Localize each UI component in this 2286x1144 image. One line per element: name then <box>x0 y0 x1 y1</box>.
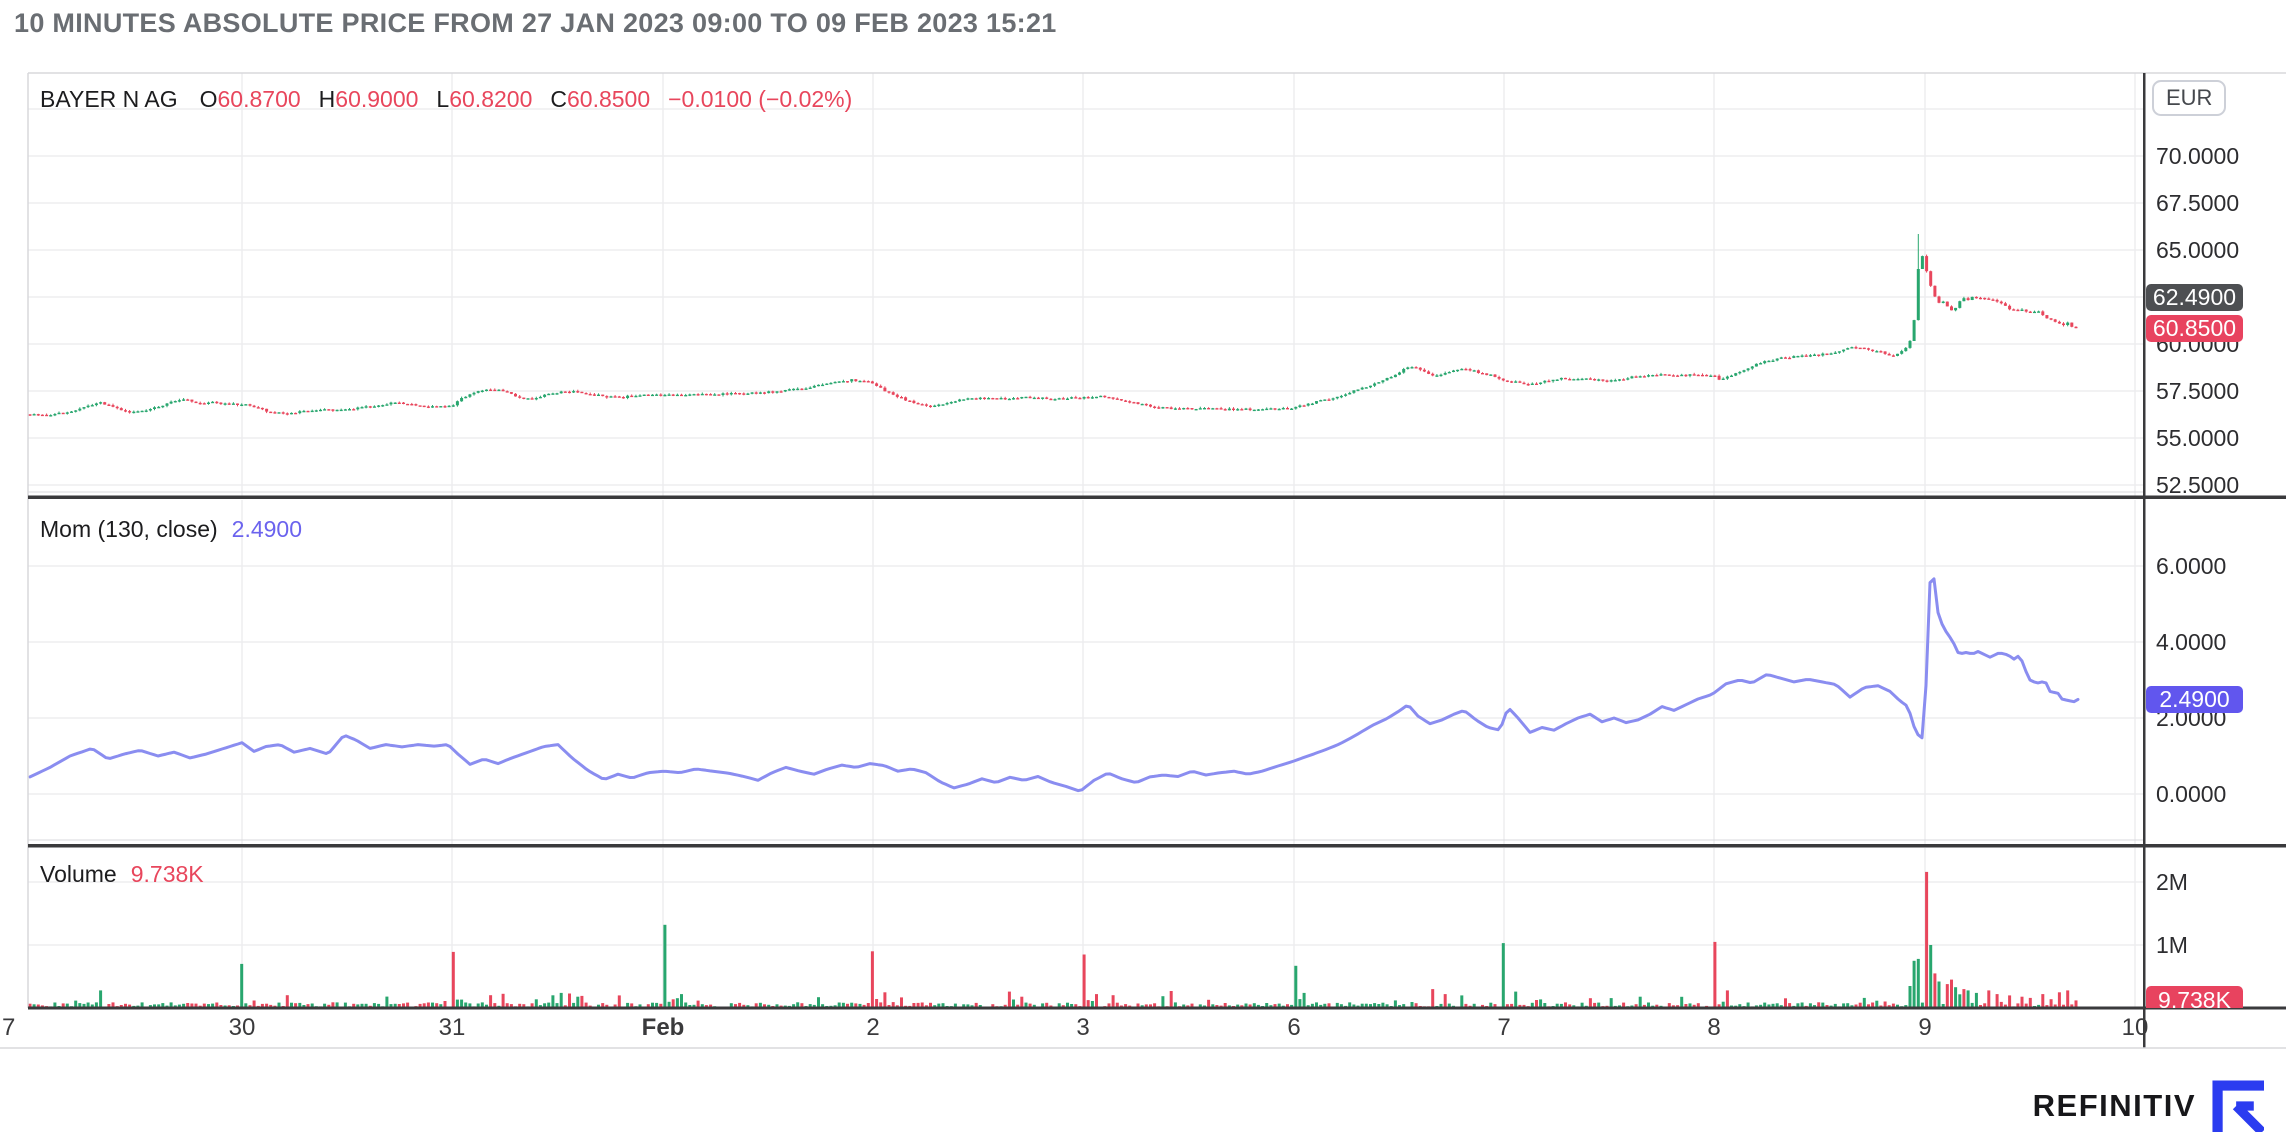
candlestick-series <box>28 234 2078 417</box>
price-axis-tick: 52.5000 <box>2156 472 2240 498</box>
x-axis-tick-9: 9 <box>1918 1014 1932 1041</box>
x-axis-tick-6: 6 <box>1287 1014 1301 1041</box>
refinitiv-logo: REFINITIV <box>2033 1080 2264 1132</box>
x-axis-tick-2: 2 <box>866 1014 880 1041</box>
price-axis-tick: 55.0000 <box>2156 425 2240 451</box>
ohlc-field-l: L60.8200 <box>436 86 533 112</box>
volume-series <box>28 871 2078 1009</box>
refinitiv-logo-icon <box>2212 1080 2264 1132</box>
x-axis-tick-31: 31 <box>438 1014 466 1041</box>
last-price-badge: 60.8500 <box>2146 314 2243 342</box>
instrument-name: BAYER N AG <box>40 86 178 112</box>
price-axis-tick: 70.0000 <box>2156 143 2240 169</box>
x-axis-tick-10: 10 <box>2121 1014 2149 1041</box>
momentum-axis-tick: 6.0000 <box>2156 553 2227 579</box>
volume-legend: Volume 9.738K <box>40 861 204 888</box>
ohlc-field-c: C60.8500 <box>550 86 651 112</box>
momentum-axis-tick: 4.0000 <box>2156 629 2227 655</box>
x-axis-tick-3: 3 <box>1076 1014 1090 1041</box>
momentum-value: 2.4900 <box>231 516 303 542</box>
price-change: −0.0100 (−0.02%) <box>668 86 853 112</box>
volume-axis-tick: 2M <box>2156 869 2188 895</box>
volume-axis-tick: 1M <box>2156 932 2188 958</box>
ohlc-field-o: O60.8700 <box>199 86 301 112</box>
volume-badge: 9.738K <box>2146 986 2243 1012</box>
price-axis-unit-badge: EUR <box>2152 80 2227 116</box>
x-axis-tick-30: 30 <box>228 1014 256 1041</box>
refinitiv-logo-text: REFINITIV <box>2032 1088 2196 1123</box>
momentum-axis-tick: 0.0000 <box>2156 781 2227 807</box>
page-title: 10 MINUTES ABSOLUTE PRICE FROM 27 JAN 20… <box>14 8 1057 38</box>
x-axis-tick-feb: Feb <box>641 1014 685 1041</box>
x-axis-edge-label: 7 <box>2 1014 16 1041</box>
ohlc-field-h: H60.9000 <box>318 86 419 112</box>
momentum-legend: Mom (130, close) 2.4900 <box>40 516 302 543</box>
momentum-badge: 2.4900 <box>2146 685 2243 713</box>
price-legend: BAYER N AG O60.8700 H60.9000 L60.8200 C60.85… <box>40 86 852 113</box>
price-axis-tick: 57.5000 <box>2156 378 2240 404</box>
momentum-label: Mom (130, close) <box>40 516 218 542</box>
momentum-line <box>28 577 2080 793</box>
price-axis-tick: 65.0000 <box>2156 237 2240 263</box>
volume-value: 9.738K <box>130 861 204 887</box>
x-axis-tick-7: 7 <box>1497 1014 1511 1041</box>
volume-label: Volume <box>40 861 117 887</box>
price-axis-tick: 67.5000 <box>2156 190 2240 216</box>
ohlc-values: O60.8700 H60.9000 L60.8200 C60.8500 <box>200 86 669 112</box>
x-axis-tick-8: 8 <box>1707 1014 1721 1041</box>
prev-close-badge: 62.4900 <box>2146 283 2243 311</box>
